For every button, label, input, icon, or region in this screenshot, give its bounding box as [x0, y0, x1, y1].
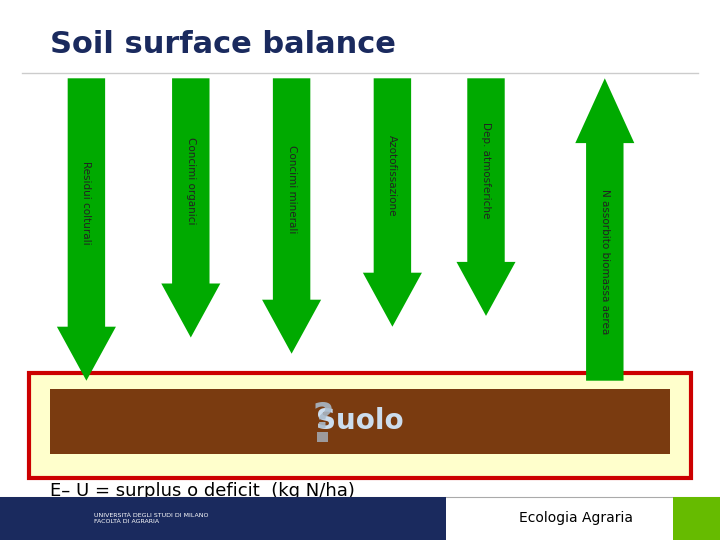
Bar [0, 497, 446, 540]
Text: Azotofissazione: Azotofissazione [387, 135, 397, 216]
Polygon shape [262, 78, 321, 354]
Text: Residui colturali: Residui colturali [81, 161, 91, 244]
Text: Soil surface balance: Soil surface balance [50, 30, 396, 59]
Polygon shape [57, 78, 116, 381]
Bar [29, 373, 691, 478]
Text: Concimi minerali: Concimi minerali [287, 145, 297, 233]
Bar [50, 389, 670, 454]
Text: Suolo: Suolo [316, 407, 404, 435]
Text: Dep. atmosferiche: Dep. atmosferiche [481, 122, 491, 218]
Bar [317, 432, 328, 442]
Polygon shape [575, 78, 634, 381]
Text: E– U = surplus o deficit  (kg N/ha): E– U = surplus o deficit (kg N/ha) [50, 482, 355, 500]
Text: UNIVERSITÀ DEGLI STUDI DI MILANO
FACOLTÀ DI AGRARIA: UNIVERSITÀ DEGLI STUDI DI MILANO FACOLTÀ… [94, 513, 208, 524]
Polygon shape [161, 78, 220, 338]
Polygon shape [363, 78, 422, 327]
Text: Ecologia Agraria: Ecologia Agraria [519, 511, 633, 525]
Text: ?: ? [312, 401, 333, 435]
Text: Concimi organici: Concimi organici [186, 137, 196, 225]
Text: N assorbito biomassa aerea: N assorbito biomassa aerea [600, 190, 610, 334]
Bar [673, 497, 720, 540]
Polygon shape [456, 78, 516, 316]
